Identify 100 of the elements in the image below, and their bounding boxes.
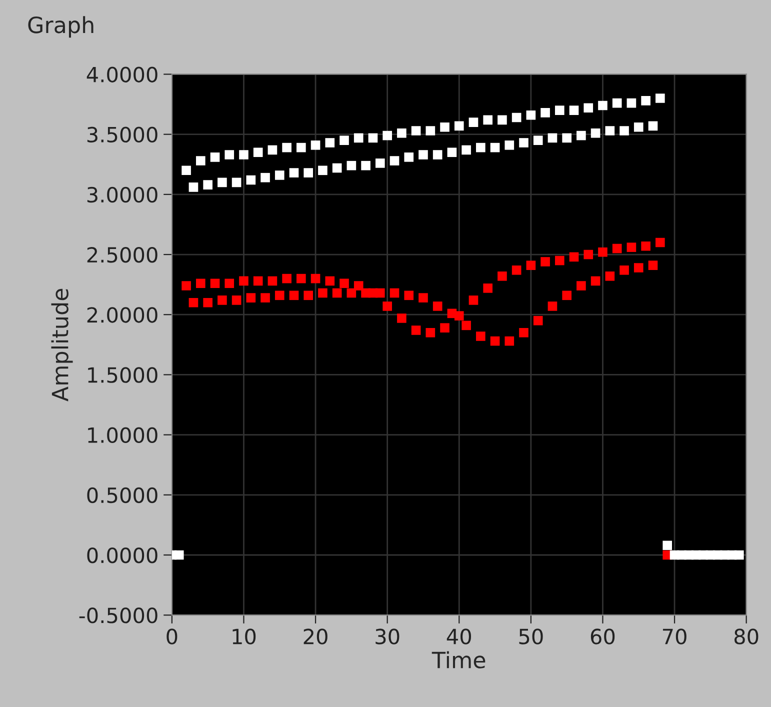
x-tick-label: 0 [166, 628, 178, 644]
point [584, 250, 594, 260]
point [641, 96, 650, 106]
point [318, 288, 328, 298]
point [447, 308, 457, 318]
point [533, 136, 543, 145]
point [182, 281, 191, 290]
chart-title: Graph [28, 16, 94, 38]
y-tick-label: 0.5000 [87, 487, 158, 504]
point [569, 106, 579, 115]
point [274, 170, 284, 180]
point [174, 550, 184, 560]
point [253, 276, 263, 286]
point [490, 142, 500, 152]
point [354, 281, 364, 290]
point [354, 133, 364, 143]
point [188, 182, 198, 192]
point [397, 314, 406, 323]
point [368, 133, 378, 143]
point [418, 150, 428, 160]
point [562, 290, 572, 300]
point [483, 284, 493, 293]
point [476, 142, 486, 152]
point [554, 106, 564, 115]
point [626, 242, 636, 252]
point [504, 140, 514, 150]
point [310, 274, 320, 284]
point [432, 150, 442, 160]
point [390, 156, 400, 166]
point [182, 166, 191, 176]
point [418, 293, 428, 302]
point [533, 316, 543, 326]
point [584, 103, 594, 113]
x-tick-label: 30 [376, 628, 400, 644]
point [282, 274, 292, 284]
x-tick-label: 20 [304, 628, 328, 644]
point [498, 271, 507, 281]
point [318, 166, 328, 176]
point [346, 288, 356, 298]
point [239, 276, 248, 286]
point [203, 180, 212, 190]
x-tick-label: 70 [662, 628, 686, 644]
point [512, 112, 522, 122]
y-tick-label: 3.5000 [87, 126, 158, 143]
point [626, 98, 636, 108]
point [296, 274, 306, 284]
point [196, 156, 206, 166]
point [253, 148, 263, 158]
point [232, 178, 242, 188]
x-tick-label: 10 [232, 628, 256, 644]
point [498, 115, 507, 125]
point [605, 126, 615, 136]
point [526, 260, 536, 270]
point [188, 298, 198, 308]
point [598, 247, 608, 257]
point [210, 152, 220, 162]
point [210, 278, 220, 288]
point [540, 108, 550, 118]
point [382, 130, 392, 140]
point [274, 290, 284, 300]
x-tick-label: 50 [519, 628, 543, 644]
point [519, 138, 528, 148]
point [490, 336, 500, 346]
point [447, 148, 457, 158]
point [662, 540, 672, 550]
point [648, 260, 658, 270]
point [526, 110, 536, 120]
point [476, 332, 486, 341]
x-tick-label: 60 [590, 628, 615, 644]
point [554, 256, 564, 266]
point [239, 150, 248, 160]
point [432, 302, 442, 311]
point [203, 298, 212, 308]
point [468, 296, 478, 305]
point [404, 290, 414, 300]
point [382, 302, 392, 311]
point [411, 326, 421, 335]
point [390, 288, 400, 298]
y-tick-label: 0.0000 [87, 547, 158, 564]
point [612, 98, 622, 108]
x-tick-label: 80 [734, 628, 758, 644]
point [562, 133, 572, 143]
point [540, 257, 550, 266]
point [397, 128, 406, 138]
point [605, 271, 615, 281]
point [620, 126, 629, 136]
point [590, 276, 600, 286]
y-tick-label: 2.5000 [87, 246, 158, 263]
point [332, 163, 342, 173]
point [289, 168, 299, 178]
point [548, 302, 558, 311]
point [304, 290, 314, 300]
point [411, 126, 421, 136]
point [296, 142, 306, 152]
point [375, 158, 385, 168]
point [576, 281, 586, 290]
point [426, 126, 436, 136]
point [468, 118, 478, 127]
point [512, 265, 522, 275]
point [232, 296, 242, 305]
